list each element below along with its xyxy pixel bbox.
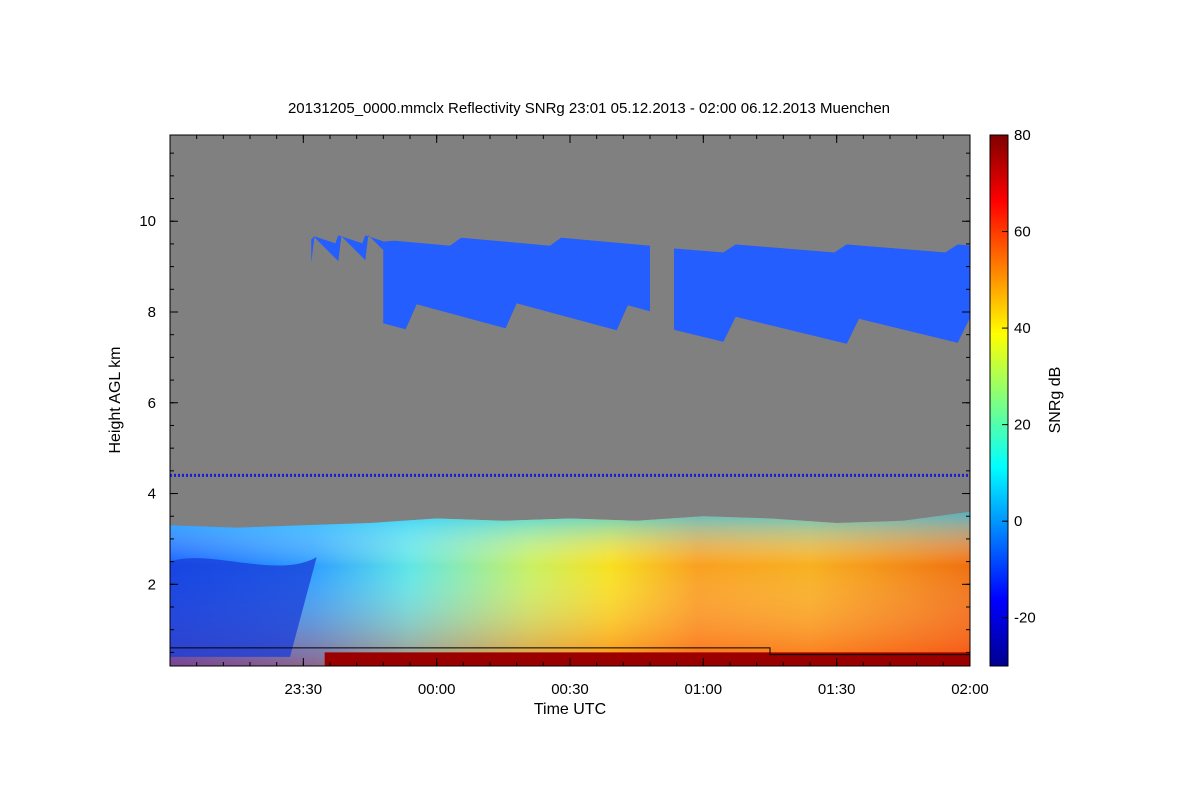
upper-cloud-segment <box>311 235 384 263</box>
y-axis: 2 4 6 8 10 <box>139 152 970 653</box>
upper-cloud-core <box>383 237 650 331</box>
x-axis-label: Time UTC <box>534 701 606 718</box>
plot-area <box>170 135 970 666</box>
x-tick-label: 00:30 <box>551 681 589 698</box>
colorbar-axis: -20 0 20 40 60 80 <box>1002 127 1036 627</box>
y-tick-label: 4 <box>148 486 156 503</box>
chart-title: 20131205_0000.mmclx Reflectivity SNRg 23… <box>288 100 890 117</box>
boundary-layer-shading <box>170 511 970 666</box>
y-tick-label: 10 <box>139 213 156 230</box>
colorbar-tick-label: 0 <box>1014 513 1022 530</box>
upper-cloud-segment <box>674 244 970 344</box>
colorbar-tick-label: 80 <box>1014 127 1031 144</box>
x-tick-label: 01:30 <box>818 681 856 698</box>
x-axis: 23:30 00:00 00:30 01:00 01:30 02:00 <box>169 135 989 698</box>
upper-cloud-core <box>311 235 384 263</box>
y-tick-label: 6 <box>148 395 156 412</box>
boundary-layer-weak-region <box>170 557 317 657</box>
upper-cloud-layer <box>311 235 970 344</box>
reference-line <box>170 647 970 656</box>
x-tick-label: 23:30 <box>285 681 323 698</box>
colorbar-tick-label: 20 <box>1014 417 1031 434</box>
colorbar-tick-label: -20 <box>1014 610 1036 627</box>
x-tick-label: 00:00 <box>418 681 456 698</box>
upper-cloud-segment <box>383 237 650 331</box>
x-tick-label: 02:00 <box>951 681 989 698</box>
y-tick-label: 8 <box>148 304 156 321</box>
colorbar-tick-label: 60 <box>1014 224 1031 241</box>
colorbar-tick-label: 40 <box>1014 320 1031 337</box>
x-tick-label: 01:00 <box>685 681 723 698</box>
colorbar <box>989 134 1009 667</box>
upper-cloud-core <box>674 244 970 344</box>
colorbar-label: SNRg dB <box>1047 367 1064 434</box>
y-axis-label: Height AGL km <box>107 346 124 453</box>
y-tick-label: 2 <box>148 576 156 593</box>
surface-strong-echo <box>324 652 970 666</box>
